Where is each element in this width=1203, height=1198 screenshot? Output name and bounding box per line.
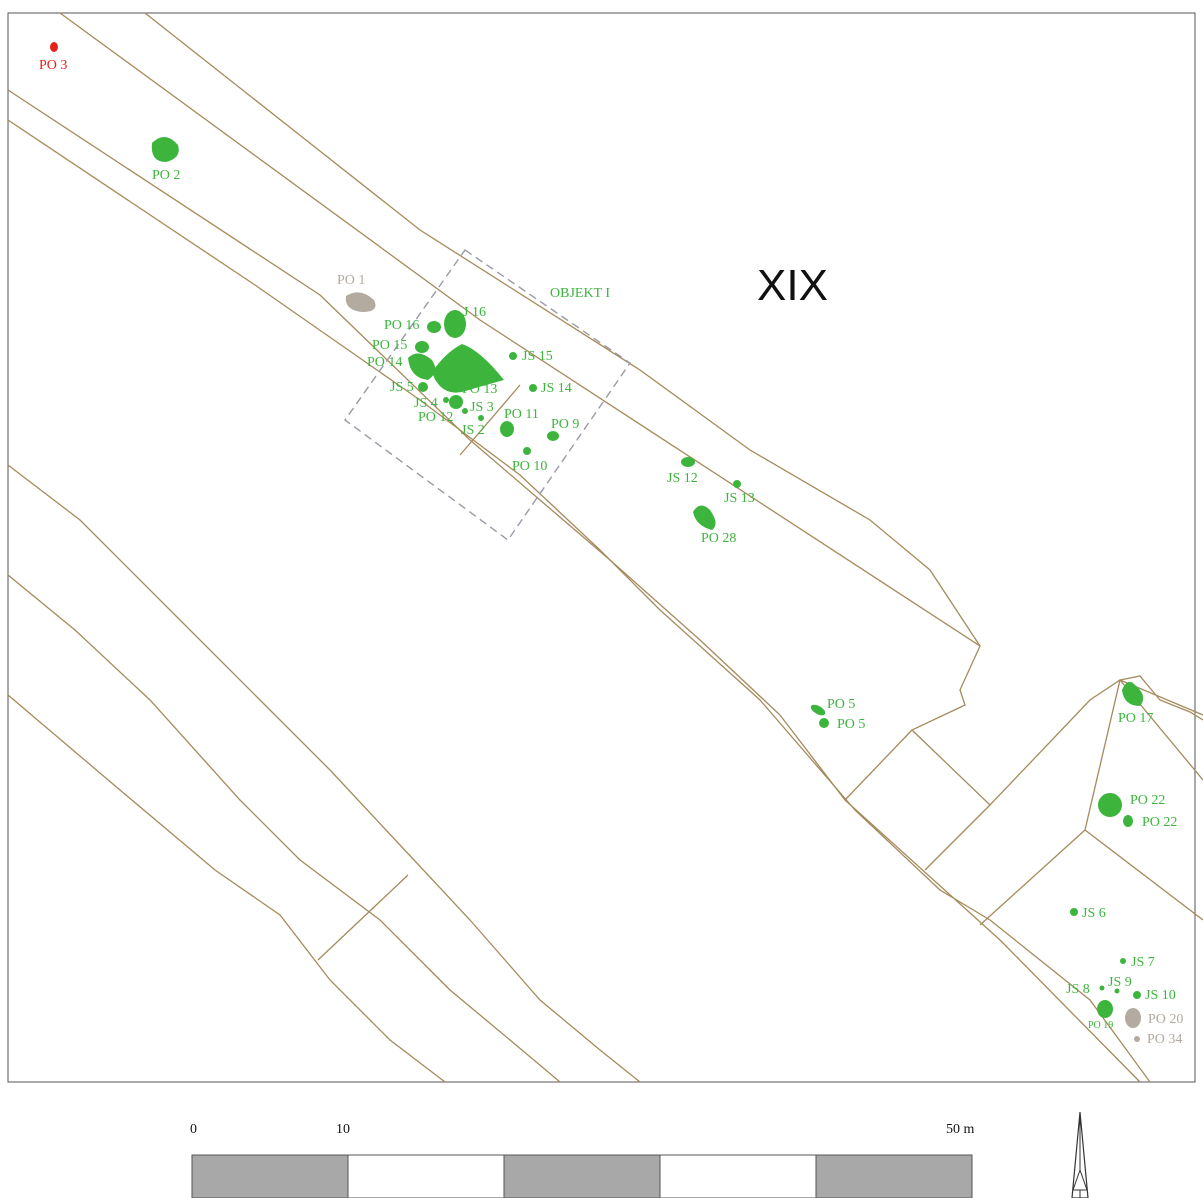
label-js6: JS 6 — [1082, 906, 1106, 921]
feature-js12 — [681, 457, 695, 467]
sector-label: XIX — [757, 261, 828, 310]
plot-boundaries — [7, 12, 1203, 1083]
feature-po16 — [427, 321, 441, 333]
feature-po11 — [500, 421, 514, 437]
feature-po5b — [819, 718, 829, 728]
scale-label-start: 0 — [190, 1122, 197, 1137]
label-po22a: PO 22 — [1130, 793, 1165, 808]
feature-js9 — [1114, 988, 1120, 994]
label-js15: JS 15 — [522, 349, 553, 364]
feature-po13 — [432, 344, 504, 393]
feature-po14 — [408, 353, 436, 380]
feature-po3 — [50, 42, 58, 52]
scale-segment-2 — [347, 1154, 505, 1198]
label-po13: PO 13 — [462, 382, 497, 397]
feature-po19 — [1097, 1000, 1113, 1018]
feature-js6 — [1070, 908, 1078, 916]
scale-segment-4 — [659, 1154, 817, 1198]
label-po5b: PO 5 — [837, 717, 865, 732]
feature-js5 — [418, 382, 428, 392]
label-js4: JS 4 — [414, 396, 438, 411]
label-js12: JS 12 — [667, 471, 698, 486]
feature-po9 — [547, 431, 559, 441]
feature-js4 — [443, 397, 449, 403]
label-js8: JS 8 — [1066, 982, 1090, 997]
label-js14: JS 14 — [541, 381, 572, 396]
feature-j16 — [444, 310, 466, 338]
feature-po28 — [693, 505, 716, 530]
label-po34: PO 34 — [1147, 1032, 1182, 1047]
label-po3: PO 3 — [39, 58, 67, 73]
label-js13: JS 13 — [724, 491, 755, 506]
feature-po17 — [1122, 681, 1144, 706]
feature-js15 — [509, 352, 517, 360]
feature-js3 — [462, 408, 468, 414]
feature-js7 — [1120, 958, 1126, 964]
map-frame — [7, 12, 1196, 1083]
feature-po1 — [345, 292, 376, 312]
label-po10: PO 10 — [512, 459, 547, 474]
feature-po15 — [415, 341, 429, 353]
feature-po5a — [810, 704, 826, 716]
label-j16: J 16 — [463, 305, 486, 320]
feature-js13 — [733, 480, 741, 488]
label-po1: PO 1 — [337, 273, 365, 288]
label-js7: JS 7 — [1131, 955, 1155, 970]
scale-label-mid: 10 — [336, 1122, 350, 1137]
feature-po2 — [151, 136, 179, 162]
feature-js10 — [1133, 991, 1141, 999]
features — [50, 42, 1144, 1042]
feature-js14 — [529, 384, 537, 392]
label-js10: JS 10 — [1145, 988, 1176, 1003]
objekt-label: OBJEKT I — [550, 286, 610, 301]
scale-bar: 0 10 50 m — [190, 1122, 975, 1198]
label-po12: PO 12 — [418, 410, 453, 425]
label-po19: PO 19 — [1088, 1020, 1113, 1031]
feature-po22a — [1098, 793, 1122, 817]
label-po5a: PO 5 — [827, 697, 855, 712]
feature-js2 — [478, 415, 484, 421]
feature-po12 — [449, 395, 463, 409]
feature-po34 — [1134, 1036, 1140, 1042]
label-po16: PO 16 — [384, 318, 419, 333]
feature-po20 — [1125, 1008, 1141, 1028]
label-po20: PO 20 — [1148, 1012, 1183, 1027]
label-js3: JS 3 — [470, 400, 494, 415]
feature-po22b — [1123, 815, 1133, 827]
scale-label-end: 50 m — [946, 1122, 975, 1137]
feature-po10 — [523, 447, 531, 455]
scale-segment-3 — [503, 1154, 661, 1198]
objekt-outline — [344, 249, 631, 541]
label-js2: JS 2 — [461, 423, 485, 438]
label-po11: PO 11 — [504, 407, 539, 422]
label-po17: PO 17 — [1118, 711, 1153, 726]
feature-labels: PO 3 PO 2 PO 1 J 16 PO 16 PO 15 PO 14 JS… — [39, 58, 1183, 1047]
label-po15: PO 15 — [372, 338, 407, 353]
label-po28: PO 28 — [701, 531, 736, 546]
north-arrow-icon — [1071, 1111, 1089, 1198]
scale-segment-1 — [191, 1154, 349, 1198]
scale-segment-5 — [815, 1154, 973, 1198]
label-po22b: PO 22 — [1142, 815, 1177, 830]
label-po9: PO 9 — [551, 417, 579, 432]
feature-js8 — [1099, 985, 1105, 991]
label-po2: PO 2 — [152, 168, 180, 183]
label-js9: JS 9 — [1108, 975, 1132, 990]
label-po14: PO 14 — [367, 355, 402, 370]
label-js5: JS 5 — [390, 380, 414, 395]
